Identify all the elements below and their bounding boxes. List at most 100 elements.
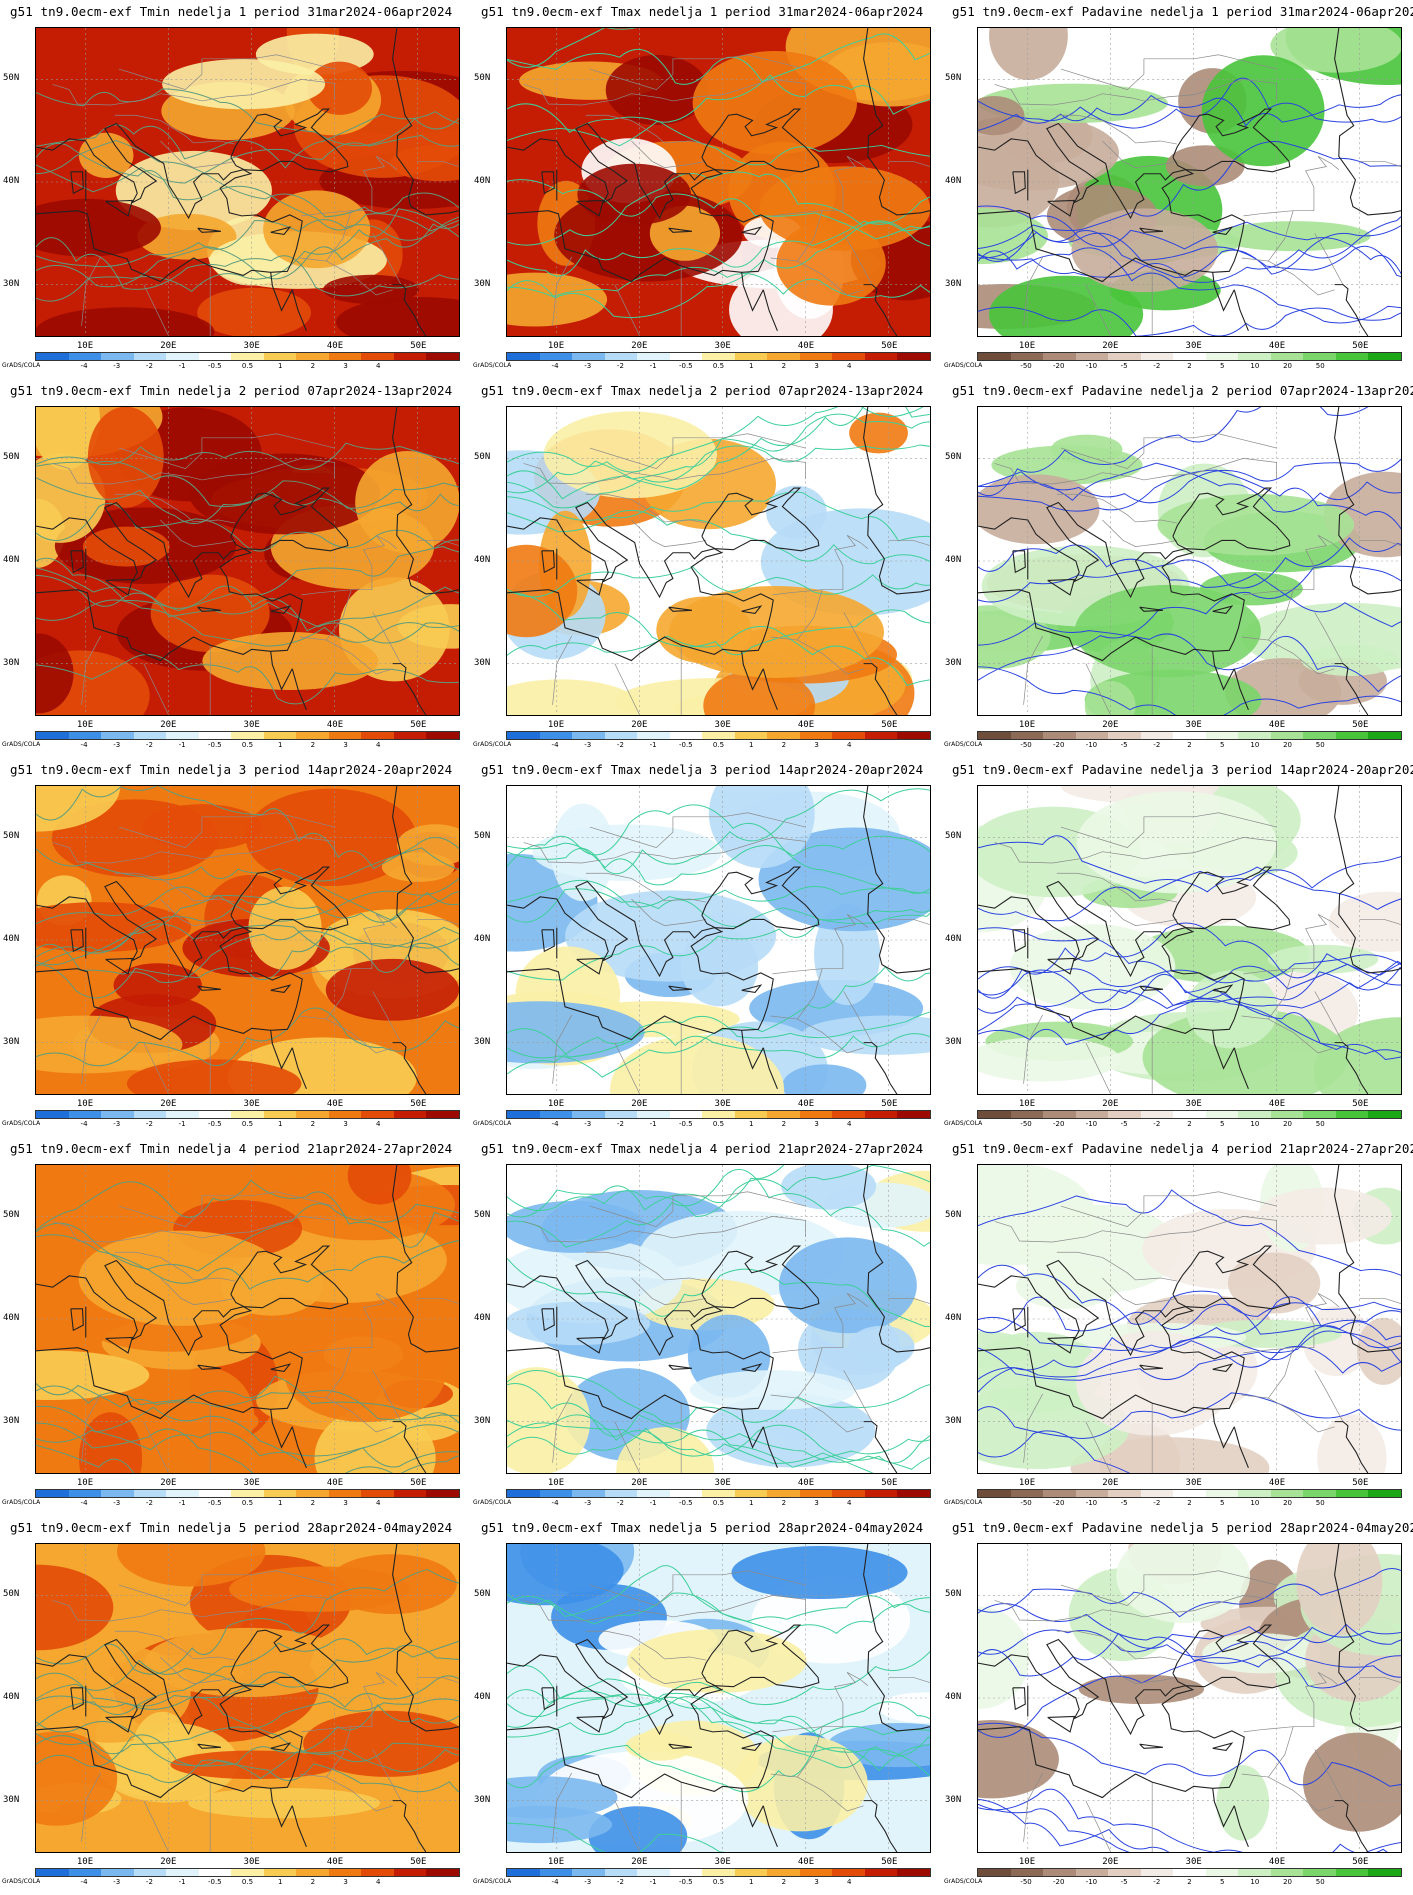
legend-swatch xyxy=(507,1869,540,1876)
contour-line xyxy=(507,966,930,1078)
contour-line xyxy=(978,1430,1131,1473)
grads-credit: GrADS/COLA xyxy=(944,1878,983,1885)
legend-tick-label: 2 xyxy=(1187,1878,1192,1886)
coastline xyxy=(507,1259,774,1420)
contour-line xyxy=(978,225,1401,278)
contour-line xyxy=(507,912,930,981)
legend-swatch xyxy=(1075,1111,1109,1118)
legend-swatch xyxy=(1173,1490,1206,1497)
coastline xyxy=(1172,866,1291,931)
contour-line xyxy=(36,926,459,999)
coastline xyxy=(270,1363,292,1372)
legend-swatch xyxy=(1368,732,1401,739)
legend-tick-label: 0.5 xyxy=(712,1878,725,1886)
contour-line xyxy=(507,221,930,319)
coastline xyxy=(230,866,349,931)
coastline xyxy=(270,1409,293,1449)
anomaly-region xyxy=(355,451,459,554)
coastline xyxy=(978,880,1245,1041)
legend-swatch xyxy=(1043,353,1076,360)
country-border xyxy=(1268,210,1294,262)
longitude-label: 10E xyxy=(76,1099,94,1109)
country-border xyxy=(52,79,335,106)
legend-swatch xyxy=(702,1490,735,1497)
contour-line xyxy=(978,565,1401,681)
longitude-label: 30E xyxy=(243,1099,260,1109)
contour-line xyxy=(36,88,459,147)
legend-tick-label: -1 xyxy=(178,741,186,749)
legend-tick-label: 10 xyxy=(1250,741,1260,749)
legend-tick-label: 0.5 xyxy=(241,1878,254,1886)
contour-line xyxy=(36,1383,459,1421)
coastline xyxy=(270,984,292,993)
map-graphic xyxy=(36,1544,459,1852)
coastline xyxy=(1047,1715,1075,1733)
legend-swatch xyxy=(669,1490,703,1497)
longitude-label: 40E xyxy=(1268,720,1286,730)
coastline xyxy=(1172,108,1291,173)
legend-tick-label: -2 xyxy=(1153,1499,1161,1507)
latitude-label: 50N xyxy=(945,451,962,462)
country-border xyxy=(523,1216,806,1243)
coastline xyxy=(1233,668,1249,711)
coastline xyxy=(291,289,307,332)
coastline xyxy=(1233,1805,1249,1848)
legend-swatch xyxy=(637,353,670,360)
country-border xyxy=(1085,1421,1111,1473)
legend-tick-label: -10 xyxy=(1085,1120,1098,1128)
coastline xyxy=(978,501,1245,662)
legend-swatch xyxy=(1043,1869,1076,1876)
anomaly-region xyxy=(325,958,459,1021)
coastline xyxy=(70,929,84,953)
legend-swatch xyxy=(1335,353,1369,360)
legend-swatch xyxy=(393,1869,427,1876)
country-border xyxy=(994,837,1277,864)
legend-swatch xyxy=(1205,1869,1239,1876)
legend-swatch xyxy=(1108,1490,1141,1497)
country-border xyxy=(81,1014,102,1084)
legend-tick-label: 2 xyxy=(1187,1120,1192,1128)
legend-swatch xyxy=(263,1869,297,1876)
anomaly-region xyxy=(336,296,459,336)
contour-line xyxy=(507,1011,930,1075)
legend-tick-label: 1 xyxy=(277,1120,283,1128)
legend-swatch xyxy=(734,1490,768,1497)
legend-tick-label: -2 xyxy=(1153,1120,1161,1128)
anomaly-region xyxy=(1076,791,1277,894)
anomaly-region xyxy=(625,1731,694,1761)
coastline xyxy=(1212,1409,1235,1449)
panel-title: g51 tn9.0ecm-exf Padavine nedelja 3 peri… xyxy=(952,762,1413,777)
anomaly-region xyxy=(202,632,379,691)
country-border xyxy=(417,540,459,546)
longitude-label: 50E xyxy=(1352,1478,1369,1488)
legend-tick-label: 2 xyxy=(781,1120,787,1128)
legend-swatch xyxy=(799,353,833,360)
contour-line xyxy=(36,1671,459,1708)
latitude-label: 50N xyxy=(945,830,962,841)
legend-tick-label: 1 xyxy=(277,1499,283,1507)
legend-swatch xyxy=(1303,732,1336,739)
coastline xyxy=(576,957,604,975)
contour-line xyxy=(507,1692,930,1733)
coastline xyxy=(741,651,764,691)
country-border xyxy=(1056,114,1178,145)
legend-swatch xyxy=(897,1869,930,1876)
country-border xyxy=(52,458,335,485)
latitude-label: 30N xyxy=(3,658,20,669)
country-border xyxy=(301,1293,398,1354)
legend-swatch xyxy=(296,1869,329,1876)
contour-line xyxy=(978,666,1401,715)
legend-swatch xyxy=(1335,732,1369,739)
legend-tick-label: 4 xyxy=(376,1120,381,1128)
legend-tick-label: 0.5 xyxy=(241,741,254,749)
latitude-label: 30N xyxy=(3,1795,20,1806)
legend-swatch xyxy=(799,1869,833,1876)
country-border xyxy=(1060,812,1277,848)
anomaly-region xyxy=(1317,1414,1387,1473)
country-border xyxy=(589,54,806,90)
country-border xyxy=(843,1749,873,1801)
longitude-label: 10E xyxy=(547,1857,565,1867)
anomaly-region xyxy=(36,198,161,257)
anomaly-region xyxy=(162,58,326,110)
legend-swatch xyxy=(702,1869,735,1876)
